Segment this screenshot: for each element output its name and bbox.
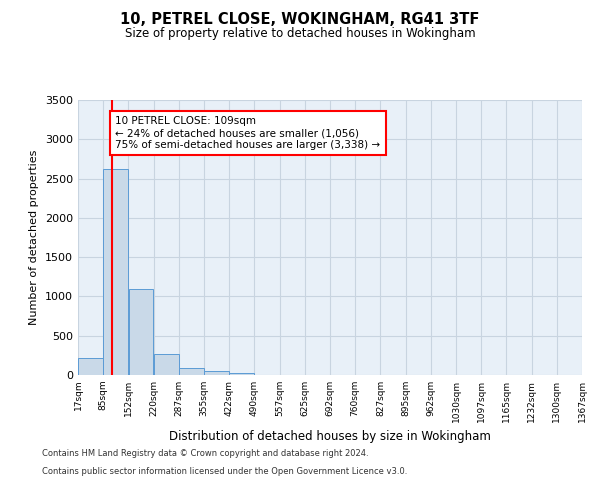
Bar (128, 288, 154, 375)
Bar (179, 368, 204, 375)
Text: 10, PETREL CLOSE, WOKINGHAM, RG41 3TF: 10, PETREL CLOSE, WOKINGHAM, RG41 3TF (121, 12, 479, 28)
Bar (78, 358, 103, 375)
Text: 10 PETREL CLOSE: 109sqm
← 24% of detached houses are smaller (1,056)
75% of semi: 10 PETREL CLOSE: 109sqm ← 24% of detache… (115, 116, 380, 150)
Bar (229, 372, 254, 375)
Bar (103, 169, 128, 375)
Text: Size of property relative to detached houses in Wokingham: Size of property relative to detached ho… (125, 28, 475, 40)
X-axis label: Distribution of detached houses by size in Wokingham: Distribution of detached houses by size … (169, 430, 491, 444)
Bar (204, 371, 229, 375)
Y-axis label: Number of detached properties: Number of detached properties (29, 150, 40, 325)
Text: Contains public sector information licensed under the Open Government Licence v3: Contains public sector information licen… (42, 467, 407, 476)
Text: Contains HM Land Registry data © Crown copyright and database right 2024.: Contains HM Land Registry data © Crown c… (42, 448, 368, 458)
Bar (154, 354, 179, 375)
